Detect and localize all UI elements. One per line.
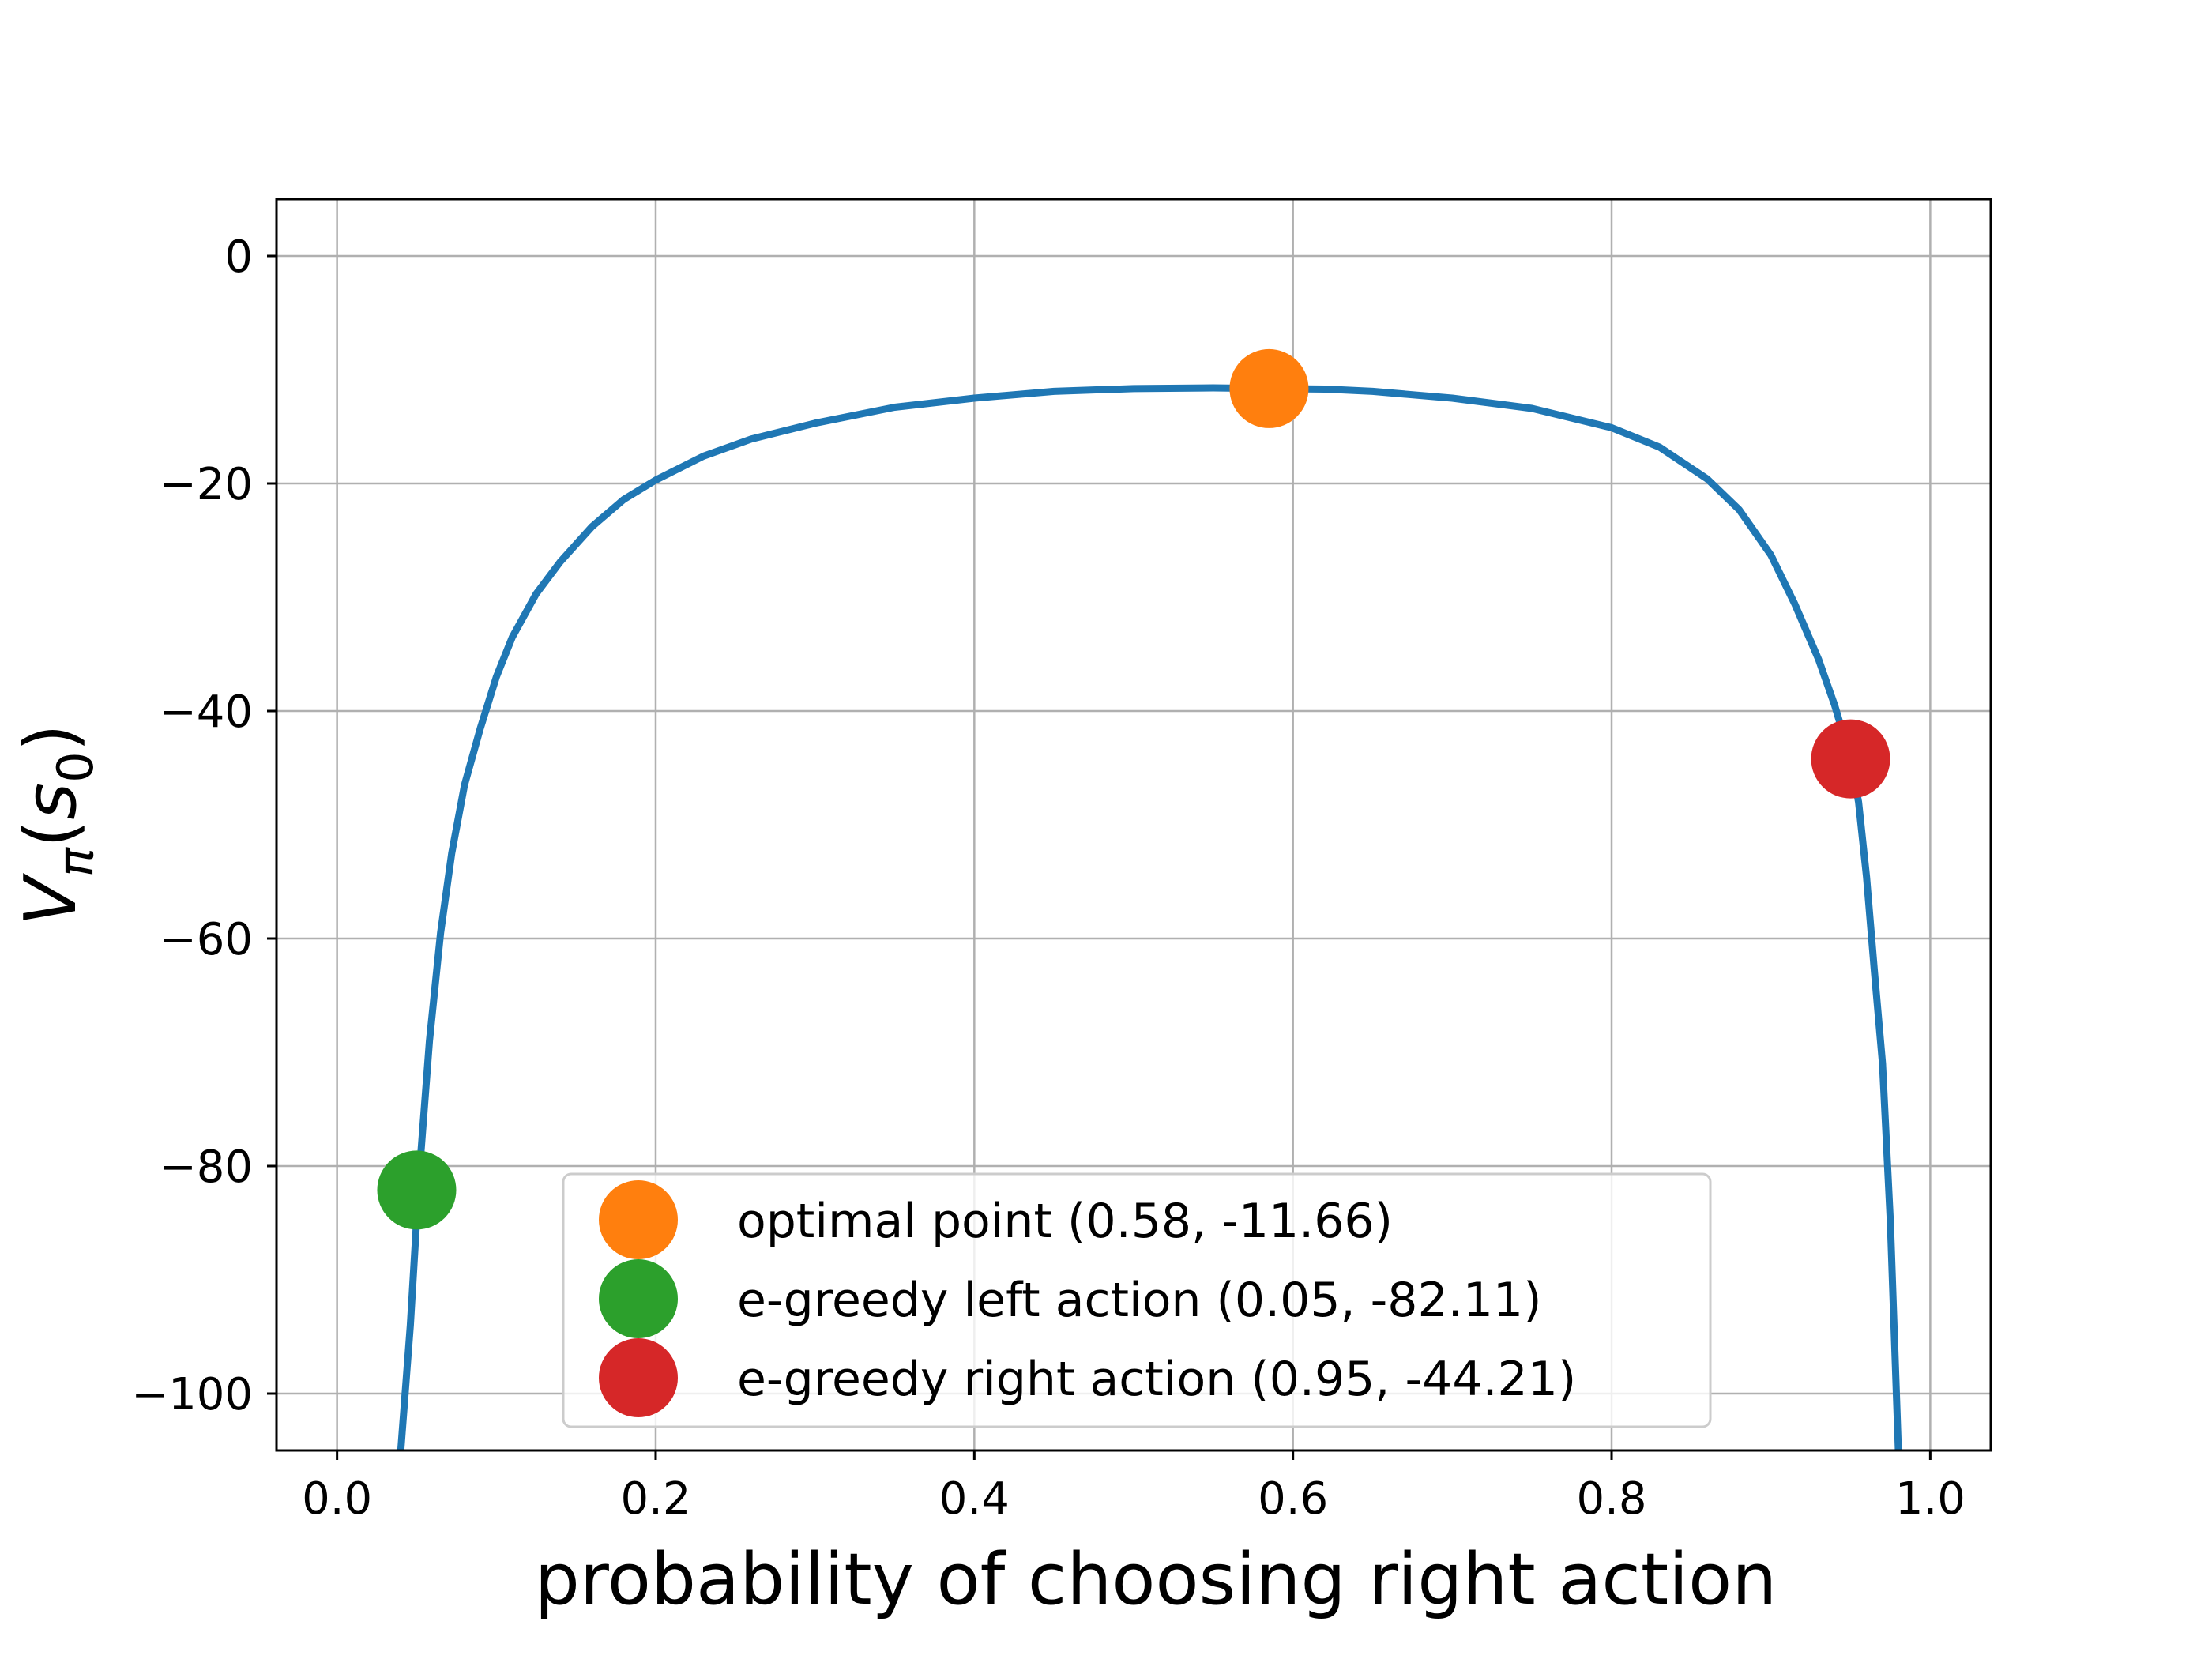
highlight-point — [1229, 348, 1309, 428]
highlight-point — [1811, 719, 1890, 799]
y-label-s: s — [9, 783, 92, 820]
plot-frame — [275, 198, 1992, 1452]
legend-label: e-greedy left action (0.05, -82.11) — [737, 1273, 1541, 1328]
x-tick-label: 0.2 — [620, 1473, 690, 1525]
y-tick-label: −80 — [160, 1142, 253, 1193]
legend: optimal point (0.58, -11.66) e-greedy lef… — [562, 1172, 1712, 1428]
y-tick-label: −60 — [160, 914, 253, 965]
y-tick-label: −100 — [131, 1369, 253, 1420]
y-axis-label: Vπ(s0) — [9, 724, 104, 926]
y-label-zero: 0 — [47, 751, 104, 782]
legend-marker — [599, 1338, 678, 1417]
y-tick-label: 0 — [224, 231, 253, 283]
legend-label: optimal point (0.58, -11.66) — [737, 1194, 1393, 1249]
x-tick-label: 0.8 — [1576, 1473, 1646, 1525]
y-label-paren-close: ) — [9, 724, 92, 751]
y-label-pi: π — [47, 846, 104, 877]
legend-box — [562, 1172, 1712, 1428]
x-axis-label: probability of choosing right action — [535, 1538, 1778, 1621]
x-axis-ticks: 0.0 0.2 0.4 0.6 0.8 1.0 — [302, 1450, 1966, 1525]
legend-label: e-greedy right action (0.95, -44.21) — [737, 1352, 1576, 1407]
legend-marker — [599, 1259, 678, 1338]
y-tick-label: −40 — [160, 687, 253, 738]
y-label-paren-open: ( — [9, 820, 92, 848]
y-label-v: V — [9, 873, 92, 926]
legend-marker — [599, 1180, 678, 1259]
x-tick-label: 0.0 — [302, 1473, 372, 1525]
x-tick-label: 0.6 — [1258, 1473, 1328, 1525]
value-curve — [397, 384, 1902, 1451]
highlight-point — [377, 1150, 457, 1230]
y-tick-label: −20 — [160, 459, 253, 510]
points-layer — [377, 348, 1890, 1230]
y-axis-ticks: 0 −20 −40 −60 −80 −100 — [131, 231, 276, 1420]
x-tick-label: 1.0 — [1895, 1473, 1966, 1525]
x-tick-label: 0.4 — [939, 1473, 1010, 1525]
series-layer — [397, 384, 1902, 1451]
